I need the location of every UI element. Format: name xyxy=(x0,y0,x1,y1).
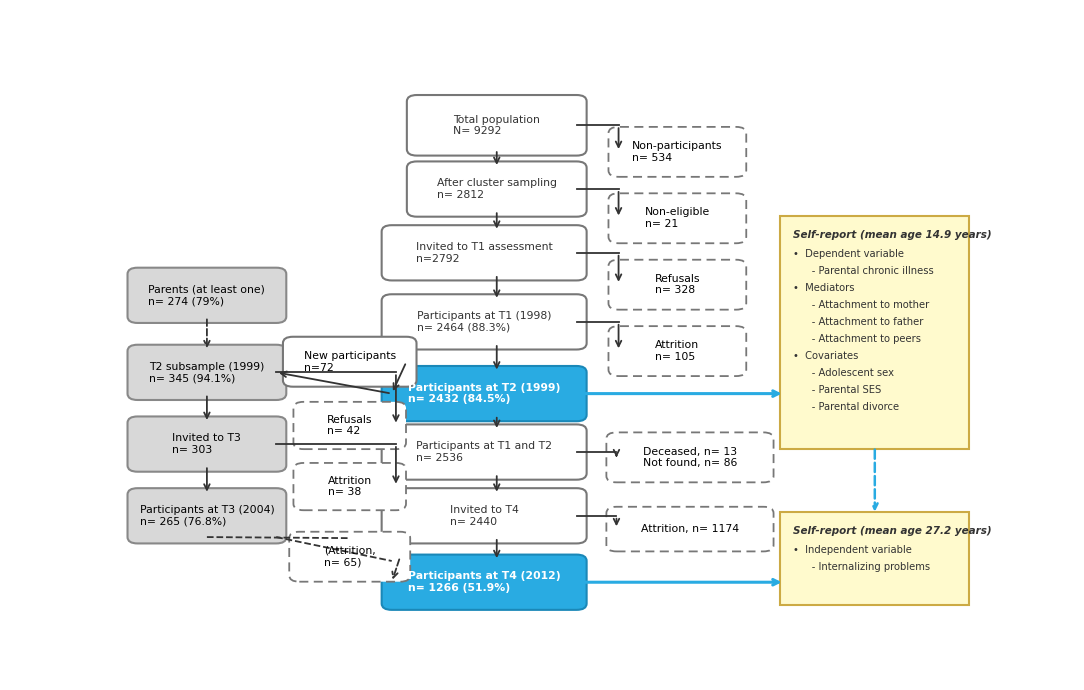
FancyBboxPatch shape xyxy=(283,337,416,386)
FancyBboxPatch shape xyxy=(608,326,746,376)
FancyBboxPatch shape xyxy=(128,489,286,544)
FancyBboxPatch shape xyxy=(128,268,286,323)
Text: Self-report (mean age 27.2 years): Self-report (mean age 27.2 years) xyxy=(792,526,992,536)
FancyBboxPatch shape xyxy=(406,95,586,155)
FancyBboxPatch shape xyxy=(608,127,746,177)
Text: Invited to T1 assessment
n=2792: Invited to T1 assessment n=2792 xyxy=(416,242,553,264)
FancyBboxPatch shape xyxy=(406,161,586,217)
FancyBboxPatch shape xyxy=(608,259,746,310)
Text: T2 subsample (1999)
n= 345 (94.1%): T2 subsample (1999) n= 345 (94.1%) xyxy=(150,362,264,383)
Text: •  Covariates: • Covariates xyxy=(792,351,859,361)
FancyBboxPatch shape xyxy=(128,417,286,472)
Text: Attrition
n= 38: Attrition n= 38 xyxy=(327,476,372,497)
Text: - Parental SES: - Parental SES xyxy=(792,384,881,395)
FancyBboxPatch shape xyxy=(382,366,586,421)
Text: Self-report (mean age 14.9 years): Self-report (mean age 14.9 years) xyxy=(792,230,992,240)
Text: Attrition, n= 1174: Attrition, n= 1174 xyxy=(641,524,739,534)
FancyBboxPatch shape xyxy=(382,424,586,480)
Text: •  Dependent variable: • Dependent variable xyxy=(792,248,904,259)
Text: - Attachment to father: - Attachment to father xyxy=(792,317,924,326)
FancyBboxPatch shape xyxy=(294,463,406,510)
FancyBboxPatch shape xyxy=(128,345,286,400)
Text: Refusals
n= 328: Refusals n= 328 xyxy=(655,274,700,295)
Text: Invited to T3
n= 303: Invited to T3 n= 303 xyxy=(172,433,242,455)
Text: Participants at T1 (1998)
n= 2464 (88.3%): Participants at T1 (1998) n= 2464 (88.3%… xyxy=(417,311,552,333)
FancyBboxPatch shape xyxy=(382,225,586,280)
Text: Refusals
n= 42: Refusals n= 42 xyxy=(327,415,373,436)
Text: Participants at T4 (2012)
n= 1266 (51.9%): Participants at T4 (2012) n= 1266 (51.9%… xyxy=(408,571,560,593)
Text: Participants at T3 (2004)
n= 265 (76.8%): Participants at T3 (2004) n= 265 (76.8%) xyxy=(140,505,274,526)
Text: Total population
N= 9292: Total population N= 9292 xyxy=(453,115,540,136)
Text: - Parental divorce: - Parental divorce xyxy=(792,402,899,411)
Text: New participants
n=72: New participants n=72 xyxy=(304,351,396,373)
Text: - Attachment to mother: - Attachment to mother xyxy=(792,299,929,310)
Text: •  Mediators: • Mediators xyxy=(792,283,854,293)
Text: Non-participants
n= 534: Non-participants n= 534 xyxy=(632,141,723,163)
FancyBboxPatch shape xyxy=(780,512,969,605)
Text: - Attachment to peers: - Attachment to peers xyxy=(792,333,921,344)
FancyBboxPatch shape xyxy=(608,193,746,244)
Text: - Adolescent sex: - Adolescent sex xyxy=(792,368,894,377)
FancyBboxPatch shape xyxy=(606,433,774,482)
Text: Deceased, n= 13
Not found, n= 86: Deceased, n= 13 Not found, n= 86 xyxy=(643,446,737,469)
Text: - Internalizing problems: - Internalizing problems xyxy=(792,562,930,572)
Text: - Parental chronic illness: - Parental chronic illness xyxy=(792,266,933,275)
FancyBboxPatch shape xyxy=(382,489,586,544)
FancyBboxPatch shape xyxy=(289,532,410,582)
Text: Parents (at least one)
n= 274 (79%): Parents (at least one) n= 274 (79%) xyxy=(149,284,266,306)
Text: Attrition
n= 105: Attrition n= 105 xyxy=(656,340,699,362)
Text: (Attrition,
n= 65): (Attrition, n= 65) xyxy=(324,546,375,567)
Text: Invited to T4
n= 2440: Invited to T4 n= 2440 xyxy=(450,505,518,526)
FancyBboxPatch shape xyxy=(382,294,586,350)
FancyBboxPatch shape xyxy=(294,402,406,449)
Text: Non-eligible
n= 21: Non-eligible n= 21 xyxy=(645,208,710,229)
Text: After cluster sampling
n= 2812: After cluster sampling n= 2812 xyxy=(437,178,557,200)
Text: •  Independent variable: • Independent variable xyxy=(792,545,912,555)
FancyBboxPatch shape xyxy=(382,555,586,610)
FancyBboxPatch shape xyxy=(780,215,969,449)
FancyBboxPatch shape xyxy=(606,506,774,551)
Text: Participants at T1 and T2
n= 2536: Participants at T1 and T2 n= 2536 xyxy=(416,441,552,463)
Text: Participants at T2 (1999)
n= 2432 (84.5%): Participants at T2 (1999) n= 2432 (84.5%… xyxy=(408,383,560,404)
